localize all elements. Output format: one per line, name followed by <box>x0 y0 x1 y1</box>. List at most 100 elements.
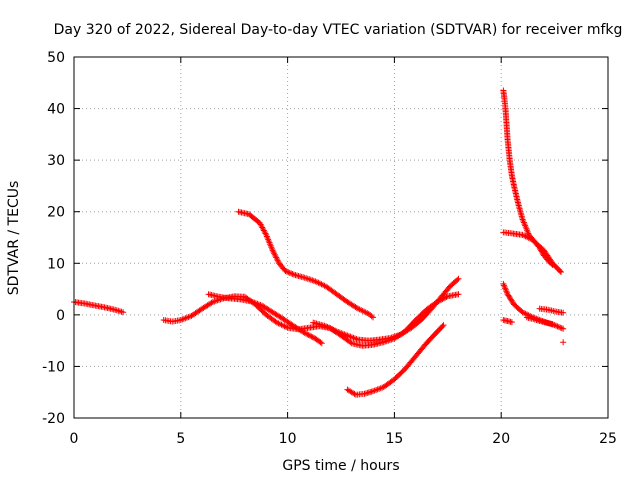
data-point <box>370 314 377 321</box>
series-arc-a <box>71 298 127 316</box>
data-point <box>503 289 510 296</box>
data-point <box>501 283 508 290</box>
y-tick-label: 50 <box>47 50 65 66</box>
data-point <box>303 330 310 337</box>
data-points <box>71 87 567 398</box>
data-point <box>285 269 292 276</box>
data-point <box>555 323 562 330</box>
y-axis-ticks: -20 -10 0 10 20 30 40 50 <box>42 50 608 427</box>
data-point <box>301 274 308 281</box>
data-point <box>500 282 507 289</box>
data-point <box>282 268 289 275</box>
series-arc-e <box>310 275 462 344</box>
data-point <box>500 280 507 287</box>
x-axis-ticks: 0 5 10 15 20 25 <box>70 57 617 447</box>
series-arc-l <box>536 305 567 316</box>
data-point <box>558 269 565 276</box>
plot-frame <box>73 56 609 419</box>
data-point <box>307 332 314 339</box>
y-tick-label: 40 <box>47 102 65 118</box>
data-point <box>503 288 510 295</box>
x-axis-label: GPS time / hours <box>282 458 399 474</box>
y-tick-label: 20 <box>47 205 65 221</box>
data-point <box>440 322 447 329</box>
y-tick-label: -10 <box>42 359 65 375</box>
series-arc-b <box>160 291 462 349</box>
data-point <box>554 323 561 330</box>
data-point <box>502 286 509 293</box>
data-point <box>270 248 277 255</box>
data-point <box>307 276 314 283</box>
data-point <box>273 254 280 261</box>
data-point <box>288 270 295 277</box>
series-arc-c <box>205 291 325 347</box>
data-point <box>508 319 515 326</box>
data-point <box>271 251 278 258</box>
data-point <box>274 257 281 264</box>
data-point <box>262 230 269 237</box>
data-point <box>443 294 450 301</box>
series-arc-j <box>500 317 515 326</box>
x-tick-label: 25 <box>599 431 617 447</box>
data-point <box>347 339 354 346</box>
data-point <box>305 332 312 339</box>
data-point <box>286 269 293 276</box>
data-point <box>558 325 565 332</box>
data-point <box>553 322 560 329</box>
series-arc-d <box>235 208 377 321</box>
data-point <box>560 339 567 346</box>
data-point <box>208 299 215 306</box>
series-arc-g <box>500 87 565 276</box>
data-point <box>439 323 446 330</box>
data-point <box>502 285 509 292</box>
y-tick-label: 0 <box>56 308 65 324</box>
data-point <box>318 340 325 347</box>
data-point <box>548 260 555 267</box>
data-point <box>273 255 280 262</box>
series-arc-f <box>344 322 447 398</box>
data-point <box>303 275 310 282</box>
data-point <box>368 313 375 320</box>
data-point <box>309 334 316 341</box>
x-tick-label: 5 <box>176 431 185 447</box>
series-arc-m <box>560 339 567 346</box>
data-point <box>289 271 296 278</box>
data-point <box>269 247 276 254</box>
data-point <box>301 329 308 336</box>
data-point <box>308 333 315 340</box>
data-point <box>560 325 567 332</box>
y-axis-label: SDTVAR / TECUs <box>6 181 22 296</box>
data-point <box>283 268 290 275</box>
x-tick-label: 15 <box>385 431 403 447</box>
x-tick-label: 0 <box>70 431 79 447</box>
data-point <box>271 250 278 257</box>
data-point <box>537 246 544 253</box>
data-point <box>549 261 556 268</box>
series-arc-h <box>500 229 556 268</box>
data-point <box>538 247 545 254</box>
y-tick-label: 30 <box>47 153 65 169</box>
data-point <box>538 248 545 255</box>
x-tick-label: 10 <box>279 431 297 447</box>
data-point <box>549 321 556 328</box>
data-point <box>536 244 543 251</box>
data-point <box>317 339 324 346</box>
data-point <box>539 249 546 256</box>
data-point <box>120 309 127 316</box>
chart-title: Day 320 of 2022, Sidereal Day-to-day VTE… <box>54 22 623 38</box>
data-point <box>306 276 313 283</box>
data-point <box>454 276 461 283</box>
data-point <box>560 309 567 316</box>
data-point <box>455 291 462 298</box>
y-tick-label: 10 <box>47 256 65 272</box>
data-point <box>455 275 462 282</box>
y-tick-label: -20 <box>42 411 65 427</box>
data-point <box>304 275 311 282</box>
data-point <box>557 324 564 331</box>
x-tick-label: 20 <box>492 431 510 447</box>
data-point <box>272 253 279 260</box>
data-point <box>304 331 311 338</box>
series-arc-k <box>523 314 556 328</box>
data-point <box>556 267 563 274</box>
